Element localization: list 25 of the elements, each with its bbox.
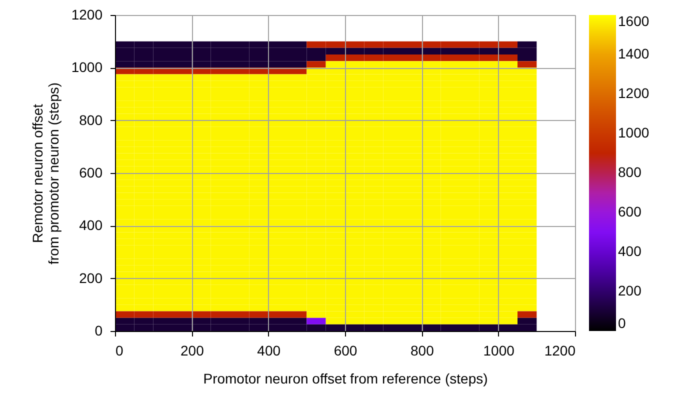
y-tick-label: 800 <box>79 112 103 128</box>
y-tick-label: 1200 <box>71 6 103 22</box>
color-bar-label: 400 <box>618 243 642 259</box>
x-tick-label: 1200 <box>544 342 576 358</box>
y-axis-title: Remotor neuron offset from promotor neuron (steps) <box>29 82 62 265</box>
x-tick-label: 0 <box>116 342 124 358</box>
color-bar-label: 0 <box>618 315 626 331</box>
x-tick-label: 400 <box>257 342 281 358</box>
y-tick-label: 200 <box>79 270 103 286</box>
color-bar-label: 1000 <box>618 124 650 140</box>
color-bar-label: 600 <box>618 204 642 220</box>
y-tick-label: 1000 <box>71 59 103 76</box>
y-tick-label: 0 <box>94 322 103 338</box>
x-axis-title: Promotor neuron offset from reference (steps) <box>203 370 488 386</box>
x-tick-label: 600 <box>334 342 358 358</box>
color-bar-label: 1200 <box>618 85 650 101</box>
x-tick-label: 800 <box>410 342 434 358</box>
color-bar-label: 200 <box>618 282 642 298</box>
color-bar-label: 1400 <box>618 46 650 62</box>
y-tick-label: 400 <box>79 217 103 234</box>
y-tick-label: 600 <box>79 164 103 180</box>
x-tick-label: 200 <box>180 342 204 358</box>
color-bar-label: 1600 <box>618 13 650 29</box>
x-tick-label: 1000 <box>483 342 515 358</box>
color-bar-label: 800 <box>618 164 642 180</box>
